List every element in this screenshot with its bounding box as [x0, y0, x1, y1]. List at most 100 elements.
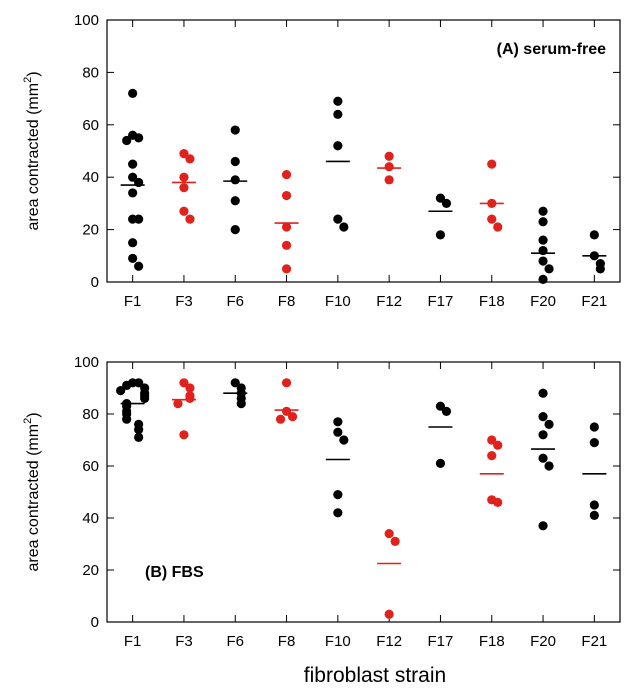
- data-point-f1: [128, 88, 138, 98]
- y-tick-label: 0: [91, 274, 99, 291]
- data-point-f20: [538, 274, 548, 284]
- data-point-f3: [179, 149, 189, 159]
- data-point-f18: [487, 435, 497, 445]
- x-tick-label: F12: [376, 293, 402, 310]
- y-tick-label: 80: [82, 406, 99, 423]
- data-point-f10: [333, 508, 343, 518]
- data-point-f20: [544, 419, 554, 429]
- data-point-f1: [128, 159, 138, 169]
- data-point-f6: [230, 196, 240, 206]
- x-tick-label: F20: [530, 293, 556, 310]
- y-tick-label: 40: [82, 169, 99, 186]
- data-point-f12: [384, 529, 394, 539]
- plot-frame: [106, 19, 621, 283]
- y-tick-label: 80: [82, 64, 99, 81]
- data-point-f1: [122, 135, 132, 146]
- data-point-f1: [122, 414, 132, 424]
- x-tick-label: F8: [278, 633, 296, 650]
- data-point-f8: [281, 190, 292, 201]
- data-point-f17: [435, 230, 446, 240]
- x-tick-label: F21: [581, 293, 607, 310]
- x-tick-label: F12: [376, 633, 402, 650]
- data-point-f12: [384, 162, 394, 172]
- data-point-f1: [116, 386, 126, 396]
- data-point-f21: [589, 500, 599, 510]
- data-point-f18: [487, 451, 497, 461]
- data-point-f8: [275, 414, 286, 424]
- data-point-f20: [538, 412, 548, 422]
- y-tick-label: 100: [74, 12, 99, 29]
- data-point-f3: [185, 214, 195, 224]
- data-point-f10: [333, 417, 343, 427]
- data-point-f1: [134, 432, 144, 442]
- data-point-f18: [493, 222, 503, 232]
- y-axis-label-text: area contracted (mm: [25, 424, 42, 572]
- x-tick-label: F1: [124, 633, 142, 650]
- data-point-f21: [589, 230, 599, 240]
- y-tick-label: 100: [74, 354, 99, 371]
- data-point-f8: [281, 378, 292, 388]
- y-axis-label-close: ): [25, 71, 42, 76]
- data-point-f20: [538, 521, 548, 531]
- data-point-f10: [333, 141, 343, 151]
- data-point-f3: [185, 383, 195, 393]
- data-point-f3: [173, 399, 183, 409]
- data-point-f1: [128, 253, 138, 264]
- x-tick-label: F20: [530, 633, 556, 650]
- data-point-f3: [185, 154, 195, 164]
- y-tick-label: 60: [82, 458, 99, 475]
- data-point-f1: [128, 172, 138, 182]
- data-point-f6: [230, 156, 240, 167]
- x-axis-label: fibroblast strain: [304, 664, 446, 687]
- data-point-f6: [230, 175, 240, 185]
- data-point-f17: [441, 198, 452, 208]
- y-axis-label-superscript: 2: [22, 77, 34, 83]
- data-point-f18: [487, 159, 497, 169]
- data-point-f20: [538, 217, 548, 227]
- plot-frame: [106, 361, 621, 623]
- data-point-f3: [185, 393, 195, 403]
- data-point-f10: [339, 222, 349, 232]
- data-point-f10: [333, 490, 343, 500]
- y-tick-label: 60: [82, 117, 99, 134]
- data-point-f3: [179, 183, 189, 193]
- data-point-f17: [441, 406, 452, 416]
- y-axis-label: area contracted (mm2): [22, 412, 42, 571]
- data-point-f21: [589, 438, 599, 448]
- data-point-f8: [281, 264, 292, 274]
- data-point-f3: [179, 378, 189, 388]
- x-tick-label: F6: [226, 293, 244, 310]
- y-axis-label-superscript: 2: [22, 418, 34, 424]
- x-tick-label: F6: [226, 633, 244, 650]
- data-point-f3: [179, 430, 189, 440]
- data-point-f20: [538, 453, 548, 463]
- x-tick-label: F1: [124, 293, 142, 310]
- data-point-f1: [134, 378, 144, 388]
- data-point-f21: [589, 510, 599, 520]
- data-point-f21: [595, 264, 605, 274]
- data-point-f6: [230, 378, 240, 388]
- data-point-f17: [435, 193, 446, 203]
- panel-label: (A) serum-free: [497, 41, 606, 58]
- data-point-f8: [287, 412, 298, 422]
- data-point-f20: [544, 461, 554, 471]
- x-tick-label: F10: [325, 633, 351, 650]
- data-point-f20: [538, 235, 548, 245]
- data-point-f1: [140, 393, 150, 403]
- x-tick-label: F21: [581, 633, 607, 650]
- data-point-f8: [281, 222, 292, 232]
- data-point-f12: [384, 151, 394, 161]
- data-point-f12: [384, 175, 394, 185]
- data-point-f20: [538, 256, 548, 266]
- data-point-f6: [236, 399, 246, 409]
- data-point-f1: [134, 133, 144, 143]
- data-point-f18: [493, 497, 503, 507]
- data-point-f10: [333, 109, 343, 119]
- panel-a: 0 20 40 60 80 100 F1 F3 F6 F8 F10 F12 F17 F18 F20 F21 ar…: [22, 12, 621, 310]
- data-point-f20: [538, 430, 548, 440]
- data-point-f1: [134, 214, 144, 224]
- data-point-f12: [384, 609, 394, 619]
- data-point-f20: [538, 388, 548, 398]
- data-point-f21: [589, 422, 599, 432]
